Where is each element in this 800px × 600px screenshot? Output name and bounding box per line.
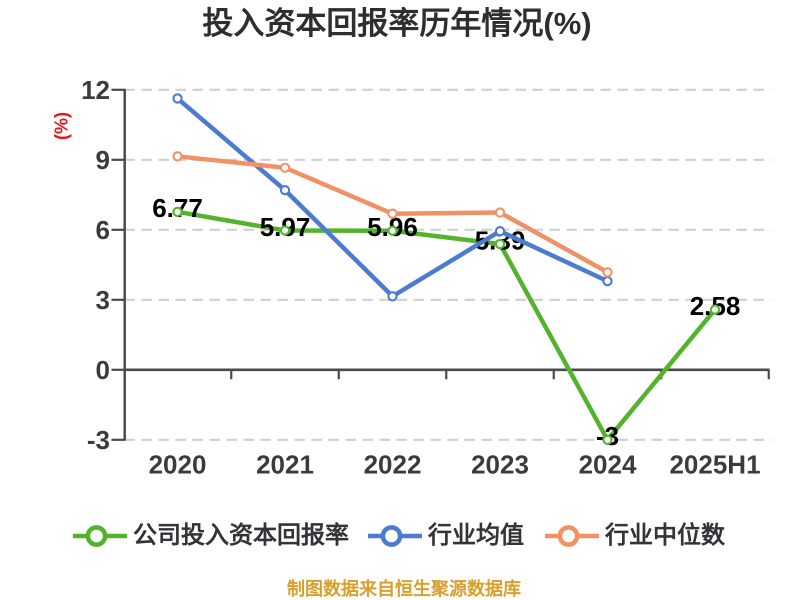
data-point-industry-median-2023	[494, 207, 506, 218]
data-point-industry-mean-2023	[494, 226, 506, 237]
x-axis-label-2022: 2022	[364, 449, 422, 479]
data-point-company-roic-2025H1	[709, 304, 721, 315]
data-point-industry-median-2024	[602, 267, 613, 278]
data-point-industry-mean-2020	[172, 93, 183, 104]
legend-item-industry-median: 行业中位数	[545, 522, 725, 550]
data-point-industry-median-2021	[279, 162, 291, 173]
legend-label-industry-mean: 行业均值	[428, 522, 524, 549]
y-axis-label-9: 9	[96, 145, 110, 175]
legend-marker-company-roic	[73, 525, 127, 547]
caption: 制图数据来自恒生聚源数据库	[287, 579, 521, 599]
x-axis-label-2024: 2024	[579, 449, 637, 479]
data-point-industry-median-2020	[172, 151, 183, 162]
data-point-company-roic-2023	[494, 238, 506, 250]
legend-item-company-roic: 公司投入资本回报率	[73, 522, 349, 550]
x-axis-label-2023: 2023	[471, 449, 529, 479]
y-axis-label-3: 3	[96, 285, 110, 315]
data-point-company-roic-2021	[279, 225, 291, 236]
data-point-industry-mean-2021	[279, 184, 291, 196]
x-axis-label-2021: 2021	[256, 449, 314, 479]
y-axis-label-6: 6	[96, 215, 110, 245]
x-axis-label-2020: 2020	[149, 449, 207, 479]
legend-marker-industry-mean	[368, 525, 422, 547]
chart-title: 投入资本回报率历年情况(%)	[202, 6, 592, 41]
legend-ring	[85, 525, 108, 547]
legend-ring	[557, 525, 580, 547]
data-point-company-roic-2024	[602, 434, 613, 445]
legend-item-industry-mean: 行业均值	[368, 522, 524, 550]
series-line-company-roic	[175, 209, 718, 443]
series-line-industry-mean	[175, 96, 610, 299]
y-axis-label-0: 0	[96, 355, 110, 385]
data-point-industry-median-2022	[387, 208, 398, 219]
y-axis-label-12: 12	[81, 75, 110, 105]
y-axis-label--3: -3	[87, 425, 110, 455]
data-point-industry-mean-2024	[602, 275, 613, 287]
data-point-company-roic-2020	[172, 206, 183, 217]
legend-label-company-roic: 公司投入资本回报率	[133, 522, 349, 549]
data-point-company-roic-2022	[387, 225, 398, 236]
legend-marker-industry-median	[545, 525, 599, 547]
data-point-industry-mean-2022	[387, 291, 398, 302]
legend-label-industry-median: 行业中位数	[605, 522, 725, 549]
x-axis-label-2025H1: 2025H1	[669, 449, 760, 479]
legend-ring	[380, 525, 403, 547]
